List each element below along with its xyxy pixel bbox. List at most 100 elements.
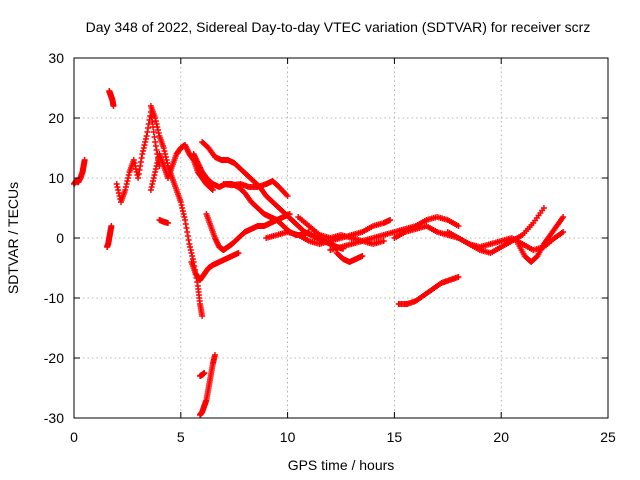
data-point xyxy=(147,187,154,193)
data-point xyxy=(182,217,189,223)
data-point xyxy=(184,229,191,235)
data-point xyxy=(199,313,206,319)
data-point xyxy=(143,133,150,139)
data-point xyxy=(189,253,196,259)
data-point xyxy=(155,130,162,136)
data-point xyxy=(149,181,156,187)
data-point xyxy=(201,370,208,376)
data-point xyxy=(181,214,188,220)
series-arc22 xyxy=(515,214,567,265)
data-point xyxy=(137,159,144,165)
series-arc6 xyxy=(156,217,171,226)
data-point xyxy=(145,121,152,127)
y-tick-label: 10 xyxy=(48,170,64,186)
data-point xyxy=(540,205,547,211)
data-point xyxy=(152,115,159,121)
data-point xyxy=(150,129,157,135)
data-point xyxy=(560,214,567,220)
data-point xyxy=(149,119,156,125)
data-point xyxy=(160,145,167,151)
data-point xyxy=(185,237,192,243)
data-point xyxy=(154,160,161,166)
data-point xyxy=(136,167,143,173)
data-point xyxy=(150,178,157,184)
data-point xyxy=(122,187,129,193)
x-tick-label: 20 xyxy=(493,429,509,445)
data-point xyxy=(162,151,169,157)
x-tick-label: 0 xyxy=(70,429,78,445)
data-point xyxy=(135,175,142,181)
series-arc14 xyxy=(220,178,291,199)
data-point xyxy=(186,241,193,247)
data-point xyxy=(560,229,567,235)
y-tick-label: 30 xyxy=(48,50,64,66)
data-point xyxy=(151,134,158,140)
data-point xyxy=(211,352,218,358)
series-arc20 xyxy=(391,205,547,256)
data-point xyxy=(177,199,184,205)
data-point xyxy=(139,151,146,157)
data-point xyxy=(208,186,215,192)
data-point xyxy=(131,160,138,166)
data-point xyxy=(153,121,160,127)
data-point xyxy=(359,253,366,259)
x-tick-label: 5 xyxy=(177,429,185,445)
data-point xyxy=(164,160,171,166)
data-point xyxy=(110,103,117,109)
data-point xyxy=(123,181,130,187)
data-point xyxy=(455,274,462,280)
data-point xyxy=(152,118,159,124)
series-arc2 xyxy=(104,223,115,250)
data-point xyxy=(152,169,159,175)
x-tick-label: 25 xyxy=(600,429,616,445)
series-arc8 xyxy=(188,250,242,283)
data-point xyxy=(135,171,142,177)
data-point xyxy=(125,172,132,178)
data-point xyxy=(114,184,121,190)
data-point xyxy=(164,220,171,226)
data-point xyxy=(137,163,144,169)
x-tick-label: 15 xyxy=(387,429,403,445)
data-point xyxy=(145,125,152,131)
data-point xyxy=(152,143,159,149)
data-point xyxy=(179,205,186,211)
data-point xyxy=(81,157,88,163)
y-tick-label: -10 xyxy=(44,290,64,306)
data-point xyxy=(209,187,216,193)
data-point xyxy=(153,163,160,169)
y-tick-label: -30 xyxy=(44,410,64,426)
data-point xyxy=(380,238,387,244)
data-point xyxy=(140,148,147,154)
data-point xyxy=(115,190,122,196)
data-point xyxy=(187,244,194,250)
data-point xyxy=(154,124,161,130)
data-point xyxy=(142,139,149,145)
series-arc9 xyxy=(197,352,218,418)
data-point xyxy=(122,184,129,190)
data-point xyxy=(286,211,293,217)
y-tick-label: -20 xyxy=(44,350,64,366)
data-point xyxy=(148,184,155,190)
y-tick-label: 20 xyxy=(48,110,64,126)
y-tick-label: 0 xyxy=(56,230,64,246)
series-arc19 xyxy=(395,274,462,307)
data-point xyxy=(162,154,169,160)
data-point xyxy=(153,147,160,153)
data-point xyxy=(455,223,462,229)
data-point xyxy=(182,221,189,227)
series-arc16 xyxy=(295,214,387,247)
data-point xyxy=(141,142,148,148)
series-arc13 xyxy=(203,211,293,253)
data-point xyxy=(144,129,151,135)
data-point xyxy=(180,211,187,217)
data-point xyxy=(179,208,186,214)
data-point xyxy=(151,172,158,178)
series-arc10 xyxy=(197,370,208,379)
axis-ticks: 0 5 10 15 20 25 -30 -20 -10 0 10 20 30 xyxy=(44,50,616,445)
data-point xyxy=(235,250,242,256)
data-point xyxy=(183,225,190,231)
series-arc3 xyxy=(106,88,117,109)
y-axis-title: SDTVAR / TECUs xyxy=(5,182,21,294)
data-point xyxy=(161,148,168,154)
